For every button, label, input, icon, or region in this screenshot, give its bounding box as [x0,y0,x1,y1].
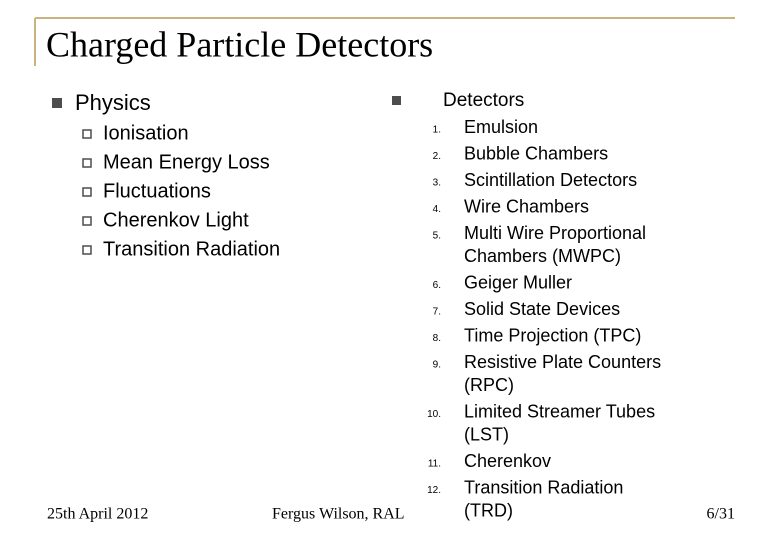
physics-item: Transition Radiation [103,238,280,260]
sub-bullet [82,129,92,139]
title: Charged Particle Detectors [46,24,433,64]
sub-bullet [82,245,92,255]
bullet [392,96,401,105]
footer-author: Fergus Wilson, RAL [272,506,405,523]
sub-bullet [82,216,92,226]
physics-item: Mean Energy Loss [103,151,270,173]
detector-item: Time Projection (TPC) [464,325,641,345]
detector-item: Cherenkov [464,451,551,471]
detector-item: Solid State Devices [464,299,620,319]
detector-item: Resistive Plate Counters [464,352,661,372]
physics-item: Ionisation [103,122,189,144]
detector-item: Transition Radiation [464,477,623,497]
detector-item: Chambers (MWPC) [464,246,621,266]
physics-item: Cherenkov Light [103,209,249,231]
item-number: 9. [433,360,441,371]
detector-item: Scintillation Detectors [464,170,637,190]
detector-item: Emulsion [464,117,538,137]
item-number: 8. [433,333,441,344]
footer-page: 6/31 [707,506,735,523]
detector-item: (TRD) [464,500,513,520]
left-heading: Physics [75,90,151,115]
detector-item: Multi Wire Proportional [464,223,646,243]
detector-item: Geiger Muller [464,272,572,292]
bullet [52,98,62,108]
detector-item: Limited Streamer Tubes [464,401,655,421]
item-number: 11. [428,459,441,470]
detector-item: (LST) [464,424,509,444]
item-number: 7. [433,307,441,318]
detector-item: Wire Chambers [464,196,589,216]
right-heading: Detectors [443,90,524,111]
item-number: 3. [433,178,441,189]
footer-date: 25th April 2012 [47,506,148,523]
physics-item: Fluctuations [103,180,211,202]
item-number: 10. [427,409,441,420]
item-number: 5. [433,231,441,242]
sub-bullet [82,158,92,168]
detector-item: Bubble Chambers [464,143,608,163]
item-number: 1. [433,125,441,136]
detector-item: (RPC) [464,375,514,395]
item-number: 12. [427,485,441,496]
item-number: 6. [433,280,441,291]
item-number: 2. [433,151,441,162]
item-number: 4. [433,204,441,215]
sub-bullet [82,187,92,197]
